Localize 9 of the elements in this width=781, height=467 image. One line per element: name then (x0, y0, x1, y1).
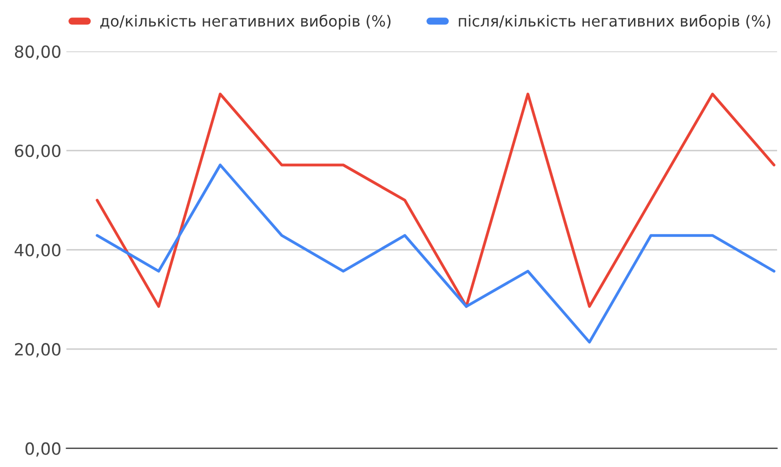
y-tick-label: 80,00 (14, 45, 60, 60)
y-tick-label: 20,00 (15, 343, 60, 358)
legend-label: до/кількість негативних виборів (%) (100, 14, 390, 30)
legend-label: після/кількість негативних виборів (%) (458, 14, 770, 30)
line-series (96, 92, 776, 308)
y-tick-label: 0,00 (26, 442, 60, 457)
y-tick-label: 60,00 (14, 144, 60, 159)
y-tick-label: 40,00 (14, 244, 60, 258)
line-series (96, 164, 776, 344)
